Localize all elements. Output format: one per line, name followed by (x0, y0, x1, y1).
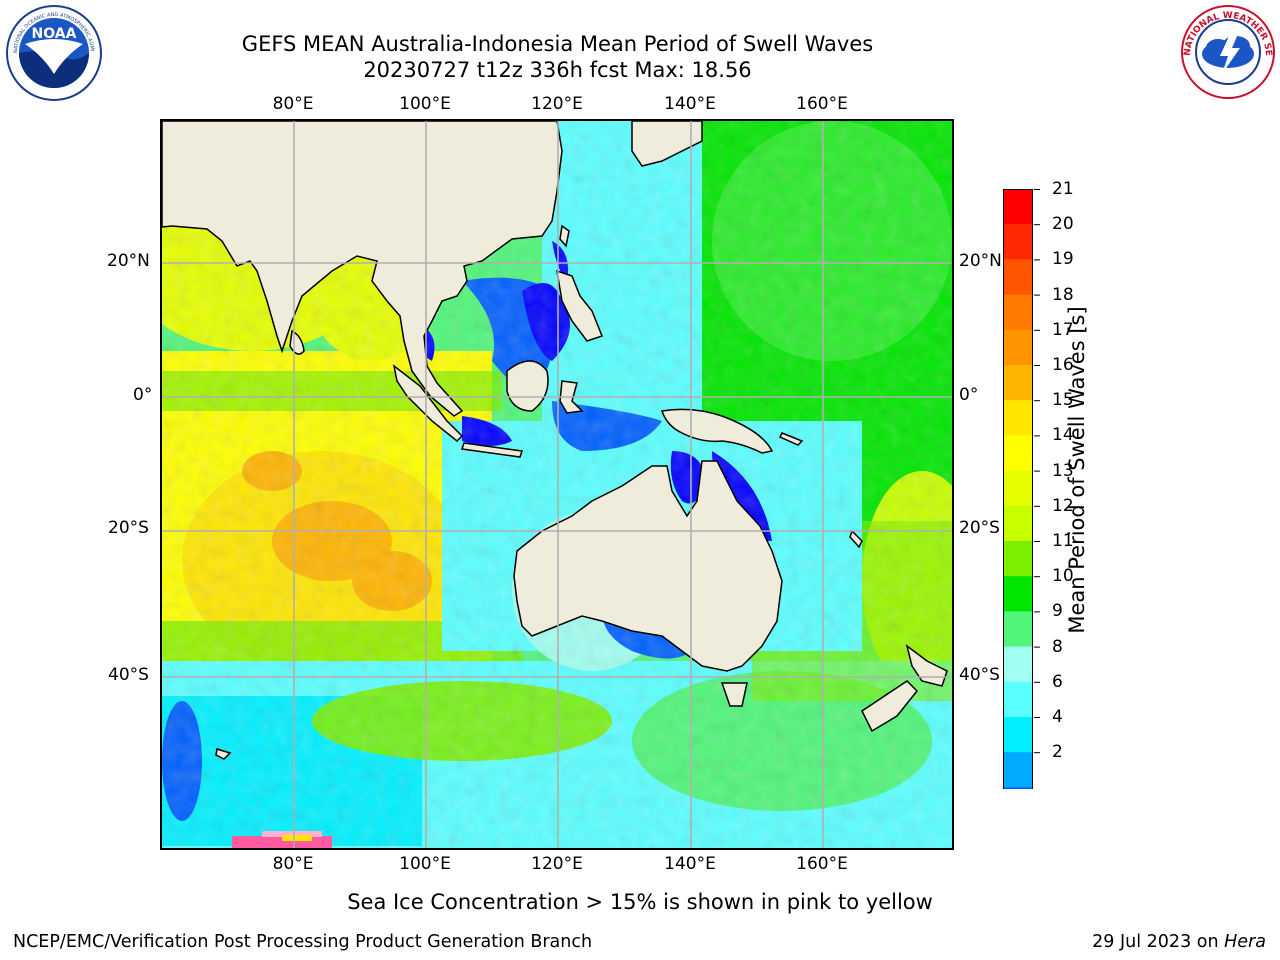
colorbar-tick-label: 15 (1052, 390, 1074, 411)
lon-label-bottom-100e: 100°E (399, 854, 451, 874)
colorbar-tick-label: 14 (1052, 425, 1074, 446)
colorbar-segment (1003, 576, 1033, 612)
colorbar-tick-label: 6 (1052, 671, 1063, 692)
noaa-logo: NOAA NATIONAL OCEANIC AND ATMOSPHERIC AD… (2, 0, 103, 102)
colorbar-segment (1003, 717, 1033, 753)
map-canvas (162, 121, 952, 848)
colorbar-tick-label: 19 (1052, 249, 1074, 270)
colorbar-svg (1002, 189, 1034, 852)
colorbar-tick-label: 10 (1052, 566, 1074, 587)
svg-text:NOAA: NOAA (32, 26, 77, 42)
solomon-islands (778, 432, 804, 446)
colorbar-segment (1003, 329, 1033, 366)
map-title-line2: 20230727 t12z 336h fcst Max: 18.56 (363, 58, 752, 82)
new-caledonia (849, 529, 863, 549)
lat-label-right-20s: 20°S (959, 518, 1000, 538)
swell-period-map (160, 119, 954, 850)
lon-label-bottom-140e: 140°E (664, 854, 716, 874)
lat-label-left-20n: 20°N (107, 251, 150, 271)
nws-logo: NATIONAL WEATHER SERVICE (1177, 0, 1276, 100)
lon-label-top-140e: 140°E (664, 94, 716, 114)
tasmania (720, 682, 748, 707)
colorbar-tick-label: 17 (1052, 319, 1074, 340)
colorbar-segment (1003, 294, 1033, 331)
colorbar-segment (1003, 681, 1033, 718)
lat-label-left-20s: 20°S (108, 518, 149, 538)
footer-credit: NCEP/EMC/Verification Post Processing Pr… (13, 932, 593, 952)
gridlines (162, 121, 952, 848)
footer-date-text: 29 Jul 2023 on (1092, 932, 1219, 952)
colorbar-segment (1003, 752, 1033, 788)
colorbar-tick-label: 12 (1052, 495, 1074, 516)
colorbar-segment (1003, 787, 1033, 823)
philippines (556, 269, 603, 342)
lon-label-top-80e: 80°E (272, 94, 314, 114)
borneo (506, 360, 549, 412)
colorbar-segment (1003, 259, 1033, 296)
footer-machine: Hera (1224, 932, 1266, 952)
lon-label-top-120e: 120°E (531, 94, 583, 114)
lon-label-bottom-120e: 120°E (531, 854, 583, 874)
colorbar-label: Mean Period of Swell Waves [s] (1065, 306, 1089, 634)
colorbar-ticks (1034, 189, 1046, 763)
colorbar-tick-label: 16 (1052, 355, 1074, 375)
lat-label-right-20n: 20°N (959, 251, 1002, 271)
java (461, 442, 523, 458)
asia-mainland (162, 121, 563, 417)
colorbar-tick-label: 13 (1052, 460, 1074, 481)
colorbar-tick-label: 18 (1052, 284, 1074, 305)
colorbar-tick-label: 9 (1052, 601, 1063, 622)
lon-label-top-160e: 160°E (796, 94, 848, 114)
sea-ice-caption: Sea Ice Concentration > 15% is shown in … (347, 890, 933, 914)
colorbar-tick-label: 4 (1052, 707, 1063, 727)
colorbar-segment (1003, 400, 1033, 436)
lon-label-top-100e: 100°E (399, 94, 451, 114)
colorbar-segment (1003, 224, 1033, 260)
kerguelen (215, 748, 232, 760)
lat-label-left-0: 0° (133, 385, 153, 405)
new-zealand-north (905, 644, 948, 687)
colorbar-segment (1003, 505, 1033, 542)
colorbar-segment (1003, 541, 1033, 577)
colorbar (1002, 189, 1034, 852)
taiwan (559, 224, 570, 248)
lat-label-right-0: 0° (959, 385, 979, 405)
lon-label-bottom-80e: 80°E (272, 854, 314, 874)
colorbar-tick-label: 2 (1052, 742, 1063, 763)
colorbar-tick-label: 11 (1052, 531, 1074, 551)
lat-label-left-40s: 40°S (108, 665, 149, 685)
colorbar-segment (1003, 646, 1033, 683)
colorbar-tick-label: 21 (1052, 179, 1074, 199)
lon-label-bottom-160e: 160°E (796, 854, 848, 874)
australia (513, 460, 783, 672)
colorbar-tick-label: 20 (1052, 214, 1074, 235)
footer-date: 29 Jul 2023 on Hera (1092, 932, 1266, 952)
colorbar-tick-label: 8 (1052, 636, 1063, 657)
japan (631, 121, 703, 167)
colorbar-segment (1003, 435, 1033, 472)
new-zealand-south (861, 680, 919, 733)
map-title-line1: GEFS MEAN Australia-Indonesia Mean Perio… (241, 32, 874, 56)
colorbar-segment (1003, 365, 1033, 401)
lat-label-right-40s: 40°S (959, 665, 1000, 685)
new-guinea (661, 408, 774, 454)
land-masses (162, 121, 948, 760)
colorbar-segment (1003, 189, 1033, 225)
sea-ice-patch (232, 831, 332, 848)
colorbar-segment (1003, 470, 1033, 507)
colorbar-segment (1003, 611, 1033, 648)
